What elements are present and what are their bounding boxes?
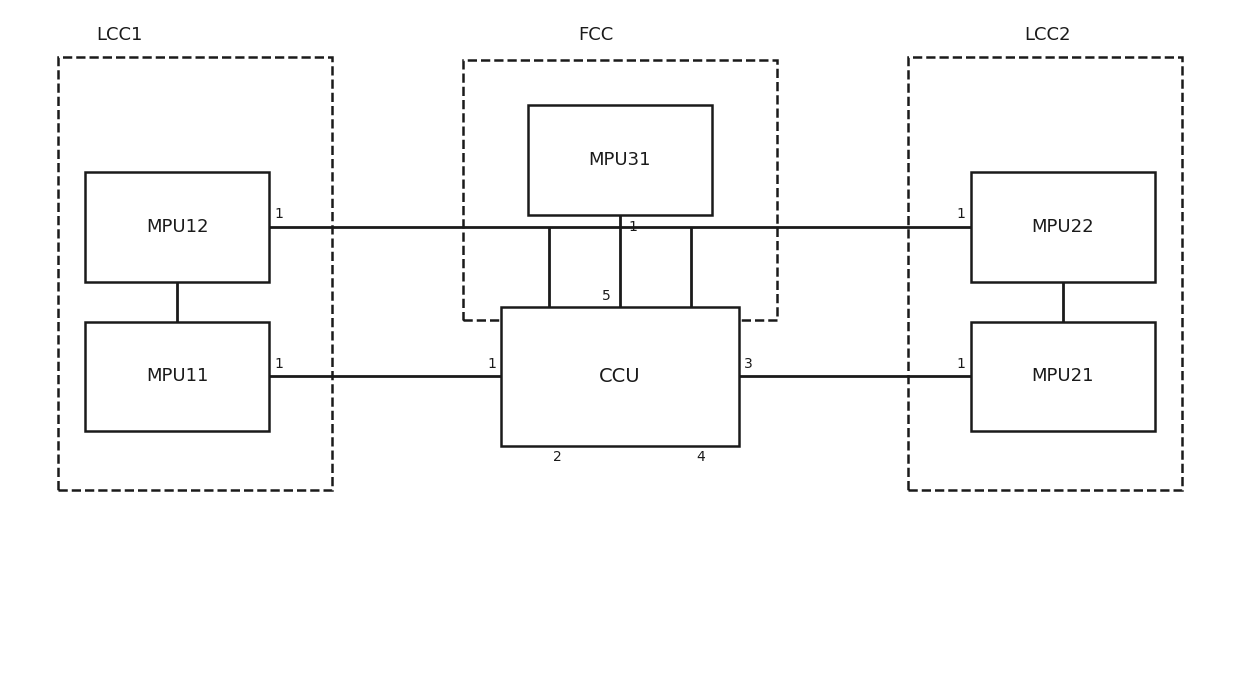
- Text: LCC2: LCC2: [1024, 26, 1071, 44]
- Text: 1: 1: [957, 207, 966, 222]
- Bar: [528, 105, 712, 215]
- Bar: [84, 172, 269, 281]
- Text: CCU: CCU: [599, 367, 641, 386]
- Text: 1: 1: [274, 357, 283, 371]
- Text: 1: 1: [957, 357, 966, 371]
- Text: FCC: FCC: [578, 26, 614, 44]
- Bar: [501, 306, 739, 446]
- Bar: [463, 60, 777, 320]
- Text: 2: 2: [553, 450, 562, 464]
- Text: MPU21: MPU21: [1032, 367, 1094, 385]
- Bar: [971, 322, 1156, 431]
- Text: MPU31: MPU31: [589, 151, 651, 169]
- Bar: [84, 322, 269, 431]
- Text: 3: 3: [744, 357, 753, 371]
- Bar: [908, 57, 1182, 489]
- Text: 1: 1: [274, 207, 283, 222]
- Text: LCC1: LCC1: [97, 26, 143, 44]
- Text: MPU22: MPU22: [1032, 218, 1094, 236]
- Bar: [971, 172, 1156, 281]
- Text: 1: 1: [487, 357, 496, 371]
- Bar: [58, 57, 332, 489]
- Text: 5: 5: [601, 288, 610, 303]
- Text: 1: 1: [629, 220, 637, 234]
- Text: 4: 4: [696, 450, 704, 464]
- Text: MPU11: MPU11: [146, 367, 208, 385]
- Text: MPU12: MPU12: [146, 218, 208, 236]
